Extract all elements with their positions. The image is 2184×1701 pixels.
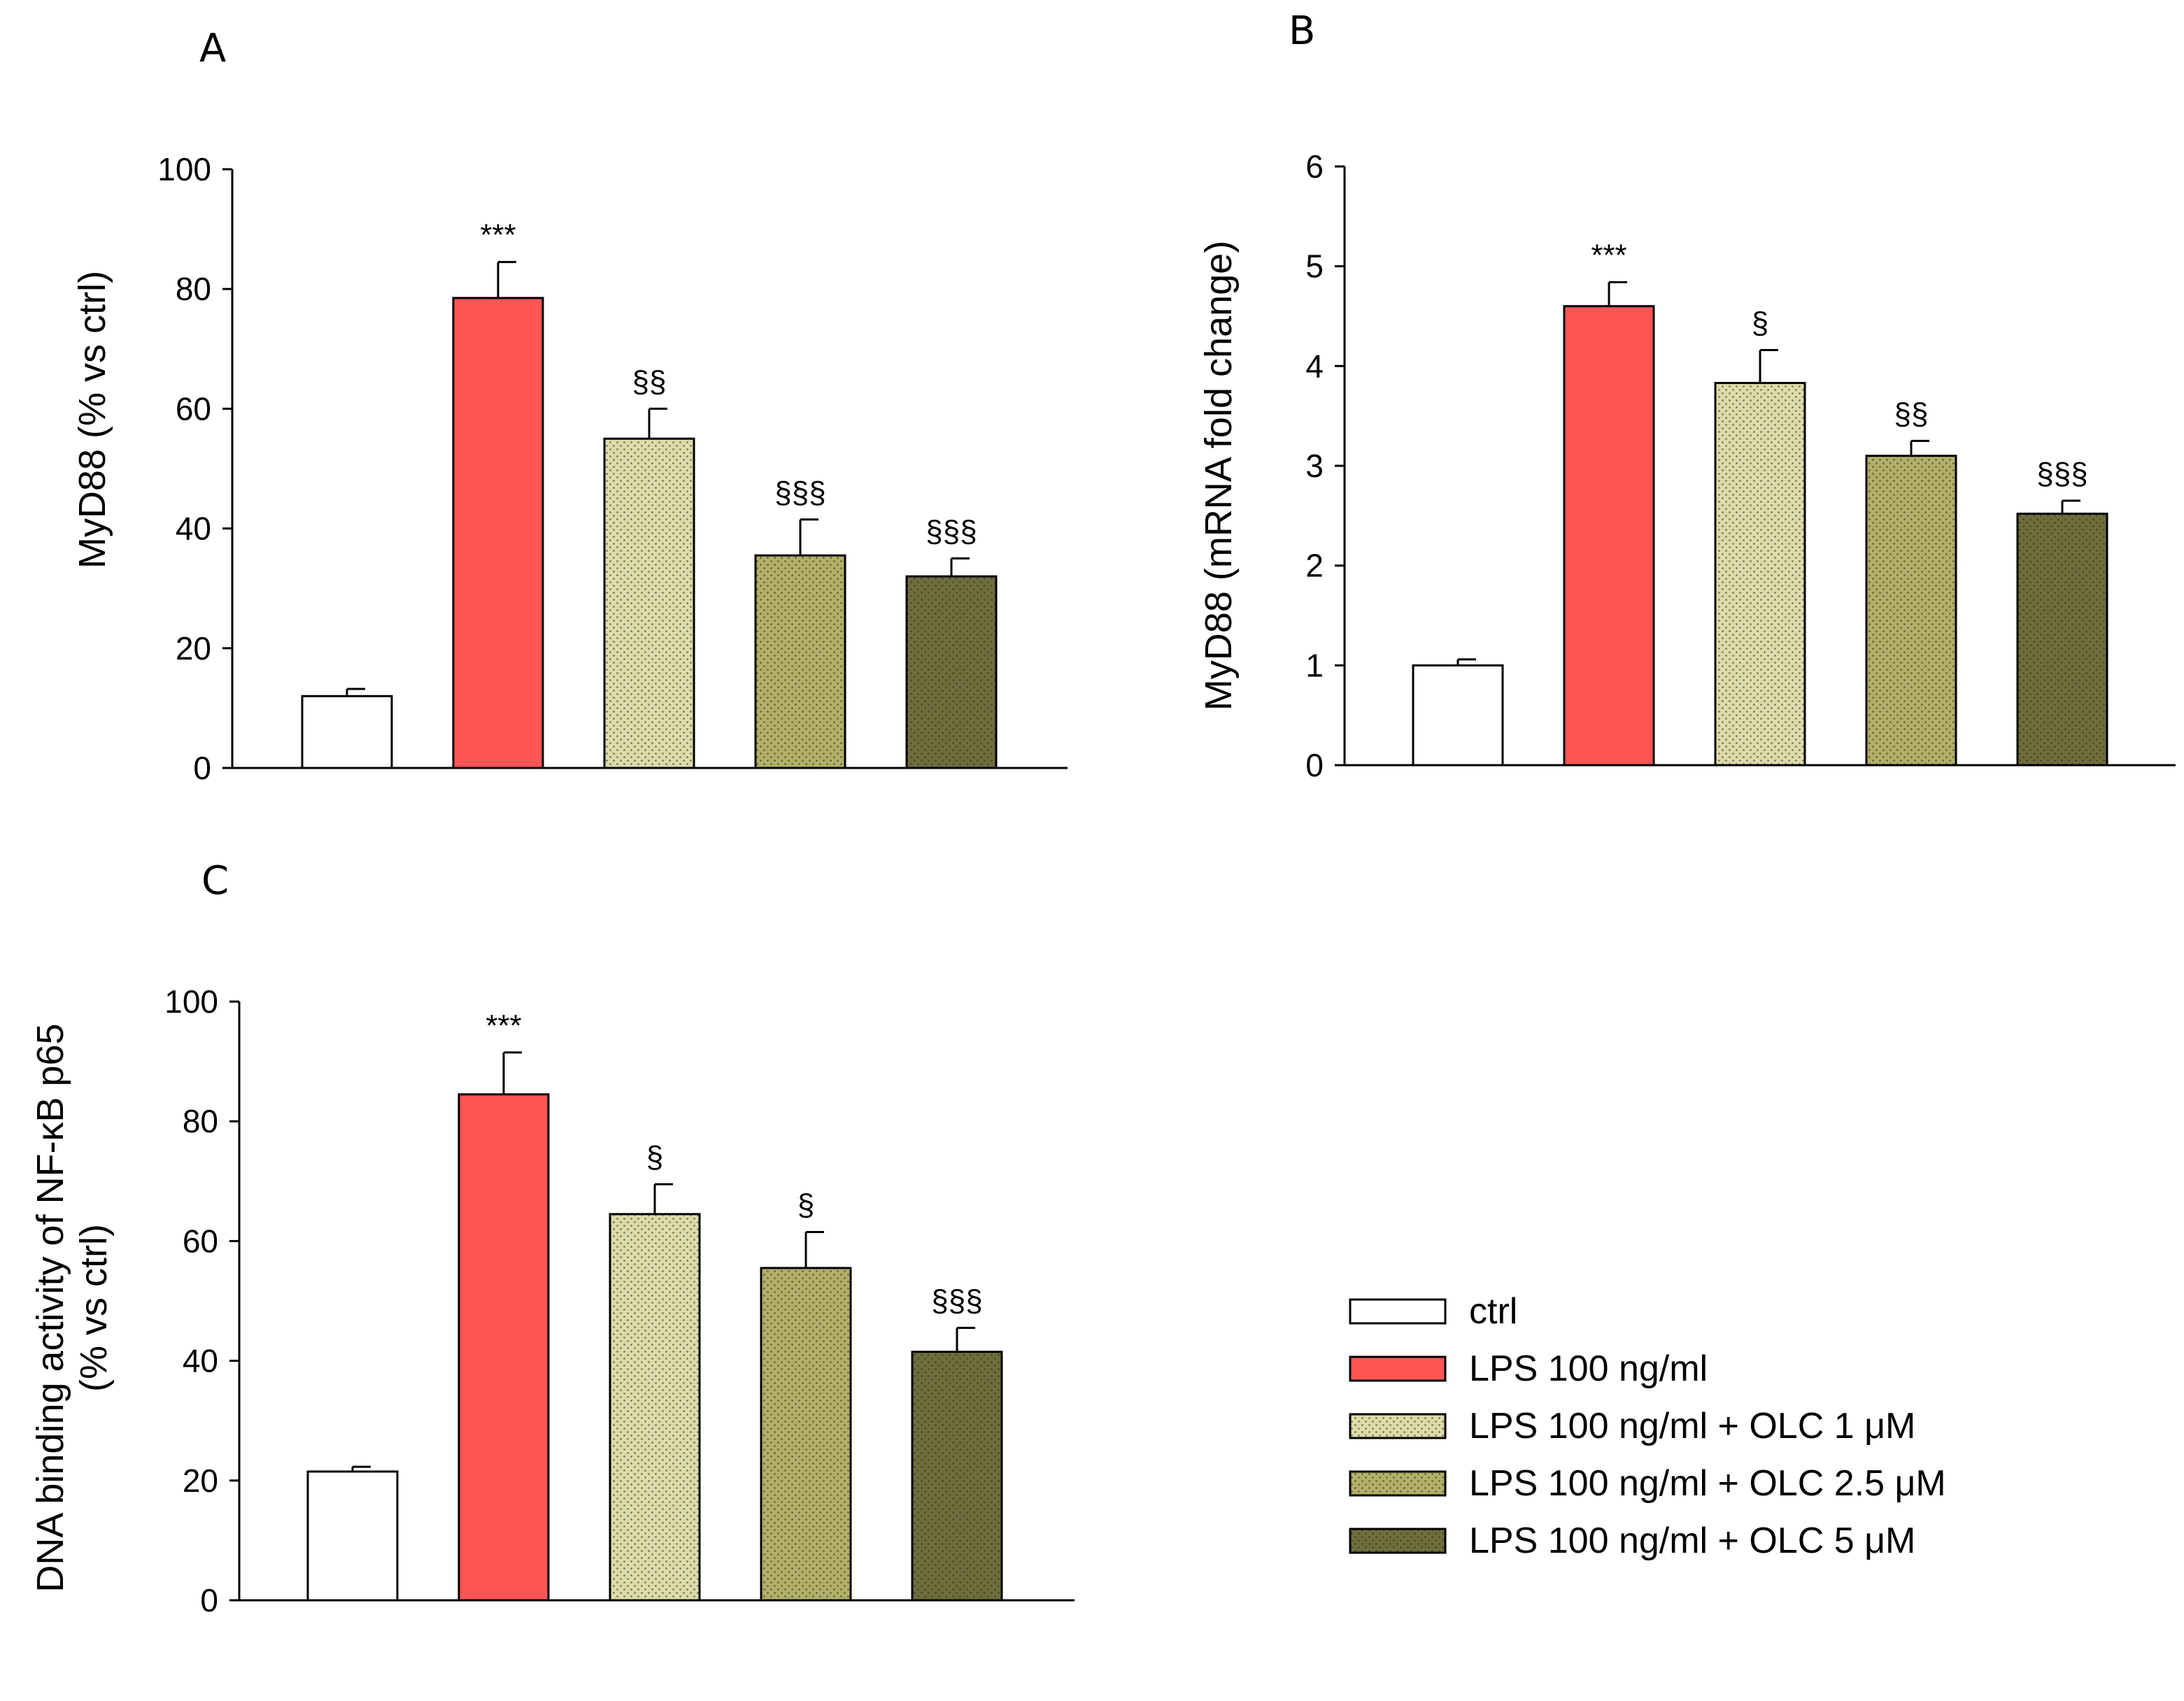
significance-label: § <box>797 1188 814 1223</box>
y-tick-label: 6 <box>1305 148 1324 185</box>
y-tick-label: 4 <box>1305 348 1324 384</box>
bar-b-1 <box>1563 305 1655 767</box>
y-tick-label: 20 <box>183 1462 218 1499</box>
y-tick-label: 100 <box>164 983 218 1020</box>
bar-a-1 <box>452 297 544 769</box>
y-tick-label: 20 <box>176 630 211 667</box>
bar-b-0 <box>1412 664 1504 767</box>
y-axis-label: MyD88 (% vs ctrl) <box>71 271 113 569</box>
legend-label-4: LPS 100 ng/ml + OLC 5 μM <box>1469 1521 1915 1561</box>
legend-label-2: LPS 100 ng/ml + OLC 1 μM <box>1469 1406 1915 1446</box>
significance-label: §§§ <box>931 1284 982 1318</box>
significance-label: *** <box>480 218 516 252</box>
legend-label-1: LPS 100 ng/ml <box>1469 1348 1708 1389</box>
panel-letter-b: B <box>1289 8 1315 54</box>
bar-texture <box>756 556 844 767</box>
y-tick-label: 80 <box>183 1103 218 1139</box>
y-tick-label: 40 <box>176 511 211 547</box>
bar-texture <box>913 1353 1001 1600</box>
bar-texture <box>611 1215 699 1600</box>
bar-texture <box>1716 384 1804 764</box>
significance-label: *** <box>485 1009 521 1043</box>
legend-swatch-texture <box>1351 1530 1445 1552</box>
legend-label-3: LPS 100 ng/ml + OLC 2.5 μM <box>1469 1463 1946 1504</box>
y-tick-label: 3 <box>1305 448 1324 484</box>
legend-swatch-texture <box>1351 1472 1445 1495</box>
y-axis-label: MyD88 (mRNA fold change) <box>1198 241 1240 711</box>
y-tick-label: 0 <box>1305 747 1324 783</box>
y-axis-label: DNA binding activity of NF-κB p65(% vs c… <box>29 1023 115 1592</box>
bar-texture <box>605 439 693 767</box>
y-tick-label: 60 <box>176 390 211 427</box>
significance-label: §§ <box>1894 397 1929 431</box>
y-tick-label: 40 <box>183 1343 218 1379</box>
legend-swatch-1 <box>1349 1355 1447 1382</box>
significance-label: §§§ <box>774 476 825 510</box>
bar-texture <box>2018 514 2106 764</box>
bar-a-0 <box>301 695 393 769</box>
legend-swatch-texture <box>1351 1415 1445 1437</box>
significance-label: § <box>646 1140 663 1174</box>
y-tick-label: 0 <box>200 1582 218 1618</box>
significance-label: §§ <box>632 364 667 399</box>
y-tick-label: 60 <box>183 1223 218 1259</box>
significance-label: § <box>1752 306 1768 341</box>
legend-label-0: ctrl <box>1469 1291 1517 1332</box>
legend: ctrl LPS 100 ng/ml LPS 100 ng/ml + OLC 1 μ… <box>1349 1291 1946 1561</box>
bar-texture <box>907 577 995 767</box>
panel-letter-c: C <box>201 858 229 904</box>
significance-label: *** <box>1591 238 1626 272</box>
bar-c-1 <box>458 1093 550 1602</box>
panel-c-chart: 0 20 40 60 80 100 DNA binding activity of NF-κ… <box>29 983 1075 1618</box>
y-tick-label: 80 <box>176 271 211 307</box>
y-tick-label: 100 <box>157 151 211 187</box>
bar-texture <box>1867 457 1955 764</box>
panel-letter-a: A <box>199 26 226 71</box>
y-tick-label: 0 <box>193 750 211 786</box>
legend-swatch-0 <box>1349 1298 1447 1325</box>
bar-texture <box>762 1269 850 1600</box>
significance-label: §§§ <box>926 514 977 548</box>
y-tick-label: 2 <box>1305 548 1324 584</box>
y-tick-label: 1 <box>1305 647 1324 683</box>
bar-c-0 <box>306 1470 399 1602</box>
y-tick-label: 5 <box>1305 248 1324 285</box>
significance-label: §§§ <box>2036 457 2087 491</box>
